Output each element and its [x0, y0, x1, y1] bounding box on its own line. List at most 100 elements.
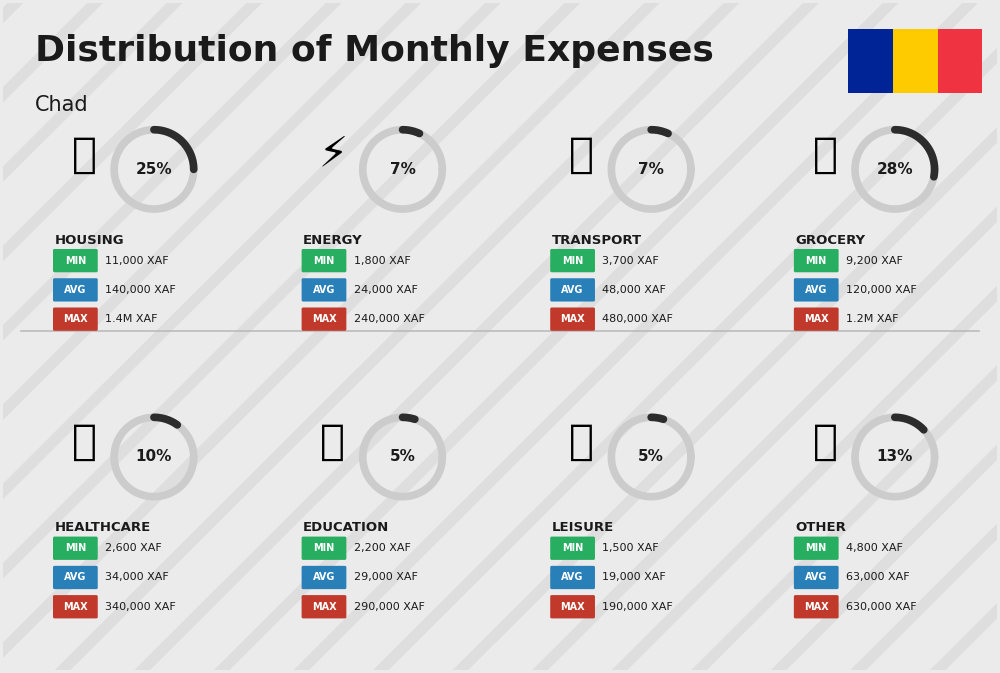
FancyBboxPatch shape — [550, 308, 595, 331]
Text: 🛒: 🛒 — [813, 133, 838, 176]
Text: 48,000 XAF: 48,000 XAF — [602, 285, 666, 295]
FancyBboxPatch shape — [53, 278, 98, 302]
Text: 34,000 XAF: 34,000 XAF — [105, 573, 169, 583]
Text: AVG: AVG — [805, 573, 827, 583]
Text: TRANSPORT: TRANSPORT — [552, 234, 642, 247]
Text: Distribution of Monthly Expenses: Distribution of Monthly Expenses — [35, 34, 713, 67]
FancyBboxPatch shape — [848, 28, 893, 93]
Text: HEALTHCARE: HEALTHCARE — [54, 522, 151, 534]
Text: 140,000 XAF: 140,000 XAF — [105, 285, 176, 295]
Text: 340,000 XAF: 340,000 XAF — [105, 602, 176, 612]
Text: MIN: MIN — [562, 256, 583, 266]
Text: 🛍: 🛍 — [569, 421, 594, 463]
Text: 4,800 XAF: 4,800 XAF — [846, 543, 903, 553]
Text: 2,600 XAF: 2,600 XAF — [105, 543, 162, 553]
Text: GROCERY: GROCERY — [795, 234, 865, 247]
Text: 25%: 25% — [136, 162, 172, 177]
Text: 🏢: 🏢 — [72, 133, 97, 176]
Text: MIN: MIN — [806, 543, 827, 553]
FancyBboxPatch shape — [794, 278, 839, 302]
Text: 7%: 7% — [390, 162, 415, 177]
Text: 11,000 XAF: 11,000 XAF — [105, 256, 169, 266]
Text: 240,000 XAF: 240,000 XAF — [354, 314, 425, 324]
Text: MIN: MIN — [65, 256, 86, 266]
FancyBboxPatch shape — [302, 566, 346, 589]
Text: EDUCATION: EDUCATION — [303, 522, 389, 534]
Text: 120,000 XAF: 120,000 XAF — [846, 285, 917, 295]
Text: MAX: MAX — [560, 602, 585, 612]
Text: 💓: 💓 — [72, 421, 97, 463]
Text: 290,000 XAF: 290,000 XAF — [354, 602, 425, 612]
Text: MAX: MAX — [804, 602, 829, 612]
Text: 3,700 XAF: 3,700 XAF — [602, 256, 659, 266]
Text: 5%: 5% — [638, 450, 664, 464]
Text: 🎓: 🎓 — [320, 421, 345, 463]
FancyBboxPatch shape — [53, 249, 98, 273]
Text: 13%: 13% — [877, 450, 913, 464]
FancyBboxPatch shape — [302, 278, 346, 302]
Text: 28%: 28% — [876, 162, 913, 177]
Text: 🚌: 🚌 — [569, 133, 594, 176]
FancyBboxPatch shape — [794, 595, 839, 618]
Text: 7%: 7% — [638, 162, 664, 177]
Text: MIN: MIN — [313, 543, 335, 553]
Text: AVG: AVG — [561, 285, 584, 295]
Text: 1.2M XAF: 1.2M XAF — [846, 314, 899, 324]
Text: 2,200 XAF: 2,200 XAF — [354, 543, 411, 553]
Text: OTHER: OTHER — [795, 522, 846, 534]
Text: 1.4M XAF: 1.4M XAF — [105, 314, 158, 324]
FancyBboxPatch shape — [794, 536, 839, 560]
Text: 1,500 XAF: 1,500 XAF — [602, 543, 659, 553]
Text: 1,800 XAF: 1,800 XAF — [354, 256, 411, 266]
FancyBboxPatch shape — [302, 595, 346, 618]
FancyBboxPatch shape — [302, 308, 346, 331]
FancyBboxPatch shape — [550, 278, 595, 302]
FancyBboxPatch shape — [794, 566, 839, 589]
Text: ENERGY: ENERGY — [303, 234, 363, 247]
Text: MAX: MAX — [312, 602, 336, 612]
Text: HOUSING: HOUSING — [54, 234, 124, 247]
FancyBboxPatch shape — [550, 249, 595, 273]
FancyBboxPatch shape — [302, 536, 346, 560]
Text: MAX: MAX — [63, 314, 88, 324]
Text: AVG: AVG — [313, 573, 335, 583]
FancyBboxPatch shape — [53, 308, 98, 331]
Text: MIN: MIN — [806, 256, 827, 266]
Text: ⚡: ⚡ — [318, 133, 348, 176]
Text: Chad: Chad — [35, 95, 88, 115]
Text: 19,000 XAF: 19,000 XAF — [602, 573, 666, 583]
Text: 190,000 XAF: 190,000 XAF — [602, 602, 673, 612]
Text: LEISURE: LEISURE — [552, 522, 614, 534]
FancyBboxPatch shape — [550, 566, 595, 589]
Text: 480,000 XAF: 480,000 XAF — [602, 314, 673, 324]
FancyBboxPatch shape — [53, 595, 98, 618]
Text: MAX: MAX — [560, 314, 585, 324]
Text: MIN: MIN — [562, 543, 583, 553]
Text: AVG: AVG — [64, 285, 87, 295]
Text: AVG: AVG — [313, 285, 335, 295]
Text: AVG: AVG — [64, 573, 87, 583]
Text: MIN: MIN — [313, 256, 335, 266]
FancyBboxPatch shape — [53, 566, 98, 589]
FancyBboxPatch shape — [794, 308, 839, 331]
Text: 63,000 XAF: 63,000 XAF — [846, 573, 910, 583]
Text: 10%: 10% — [136, 450, 172, 464]
FancyBboxPatch shape — [938, 28, 982, 93]
FancyBboxPatch shape — [794, 249, 839, 273]
Text: 24,000 XAF: 24,000 XAF — [354, 285, 418, 295]
Text: MAX: MAX — [63, 602, 88, 612]
FancyBboxPatch shape — [550, 536, 595, 560]
Text: AVG: AVG — [561, 573, 584, 583]
Text: 9,200 XAF: 9,200 XAF — [846, 256, 903, 266]
FancyBboxPatch shape — [53, 536, 98, 560]
Text: 630,000 XAF: 630,000 XAF — [846, 602, 917, 612]
Text: MAX: MAX — [312, 314, 336, 324]
FancyBboxPatch shape — [302, 249, 346, 273]
FancyBboxPatch shape — [550, 595, 595, 618]
Text: AVG: AVG — [805, 285, 827, 295]
Text: MAX: MAX — [804, 314, 829, 324]
FancyBboxPatch shape — [893, 28, 938, 93]
Text: 29,000 XAF: 29,000 XAF — [354, 573, 418, 583]
Text: 5%: 5% — [390, 450, 415, 464]
Text: MIN: MIN — [65, 543, 86, 553]
